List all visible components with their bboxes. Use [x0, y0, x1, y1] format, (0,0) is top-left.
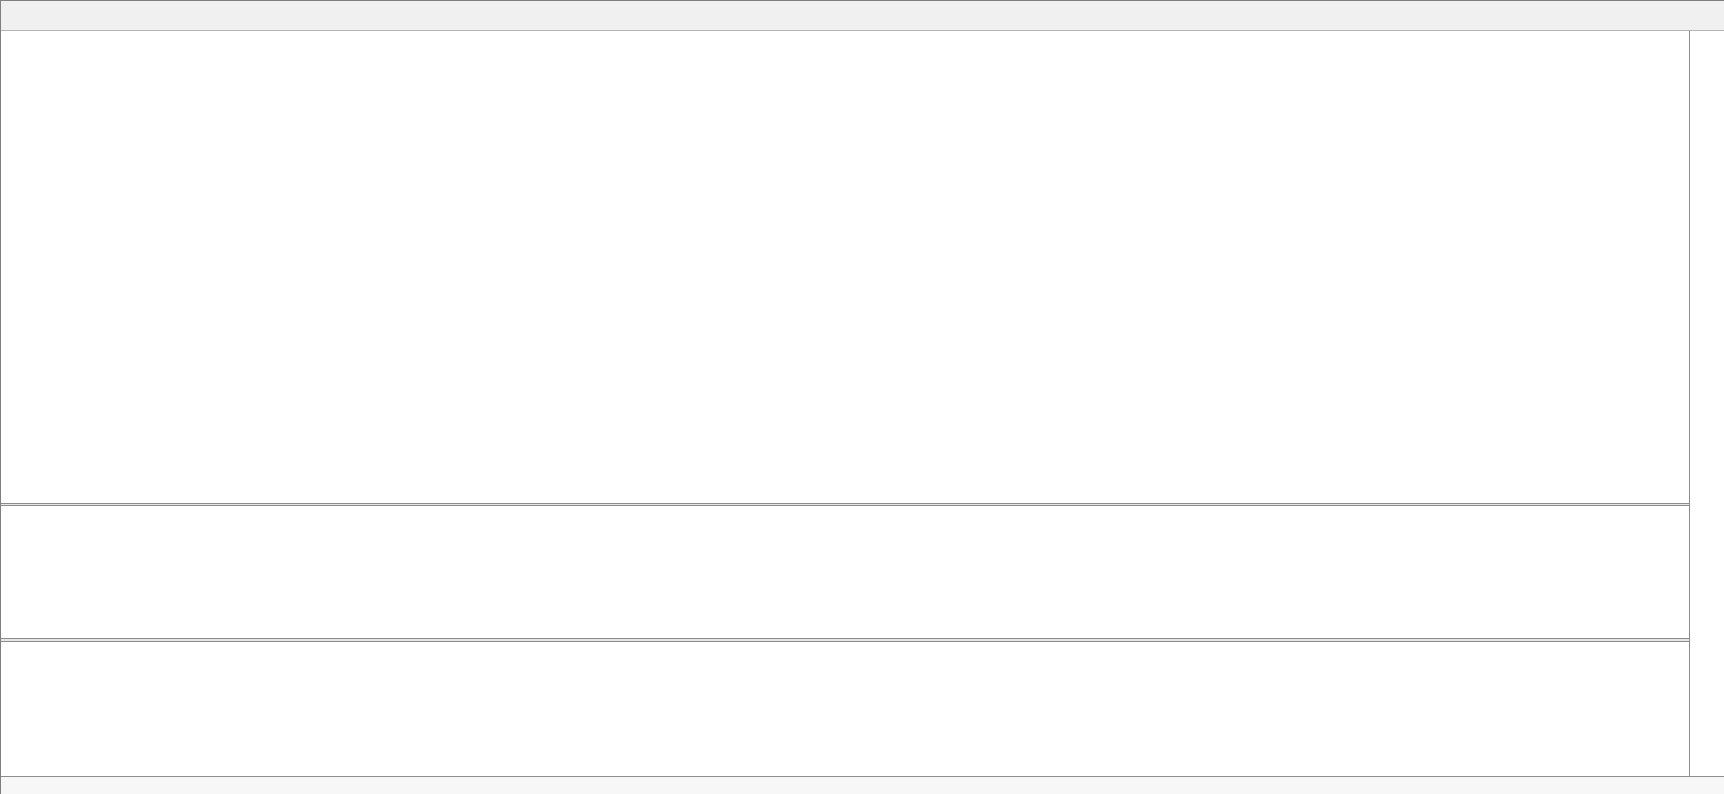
- macd-indicator-label: [7, 509, 15, 521]
- rsi-indicator-label: [7, 645, 11, 657]
- time-axis: [1, 776, 1724, 794]
- price-chart-panel[interactable]: [1, 31, 1689, 503]
- panel-separator[interactable]: [1, 638, 1724, 642]
- macd-panel[interactable]: [1, 506, 1689, 638]
- panel-separator[interactable]: [1, 503, 1724, 506]
- price-axis: [1689, 31, 1724, 776]
- chart-title: [7, 34, 10, 46]
- rsi-panel[interactable]: [1, 642, 1689, 776]
- toolbar: [1, 1, 1724, 31]
